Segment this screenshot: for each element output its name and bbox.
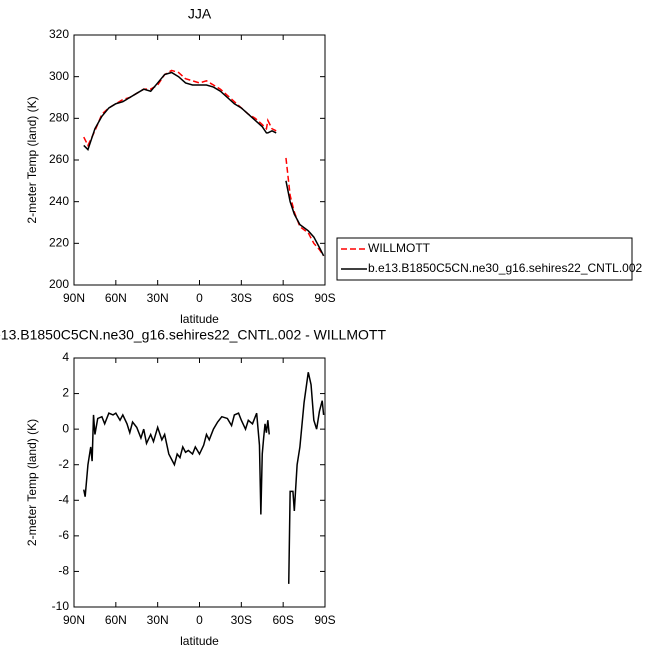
legend-label: b.e13.B1850C5CN.ne30_g16.sehires22_CNTL.… [368,261,643,275]
legend-box [336,237,633,281]
x-tick-label: 90N [63,613,85,627]
x-tick-label: 90S [314,613,335,627]
y-tick-label: 280 [49,111,69,125]
x-tick-label: 90S [314,291,335,305]
y-tick-label: -2 [58,457,69,471]
x-tick-label: 90N [63,291,85,305]
y-tick-label: 220 [49,236,69,250]
y-tick-label: -4 [58,492,69,506]
y-tick-label: 4 [62,350,69,364]
x-tick-label: 30N [147,613,169,627]
y-tick-label: -6 [58,528,69,542]
x-tick-label: 30S [231,291,252,305]
plot-frame [73,34,326,286]
x-axis-label: latitude [180,634,219,648]
legend-label: WILLMOTT [368,241,431,255]
y-axis-label: 2-meter Temp (land) (K) [25,96,39,223]
chart-title: JJA [188,6,212,22]
x-tick-label: 30S [231,613,252,627]
y-tick-label: 240 [49,194,69,208]
y-tick-label: 2 [62,386,69,400]
data-line [83,372,325,584]
x-tick-label: 60S [272,613,293,627]
x-tick-label: 60N [105,613,127,627]
data-line [83,69,325,257]
y-tick-label: -8 [58,564,69,578]
y-axis-label: 2-meter Temp (land) (K) [25,419,39,546]
data-line [83,71,325,257]
y-tick-label: 0 [62,421,69,435]
x-tick-label: 0 [196,613,203,627]
x-tick-label: 30N [147,291,169,305]
chart-title: e13.B1850C5CN.ne30_g16.sehires22_CNTL.00… [0,327,386,343]
y-tick-label: 260 [49,152,69,166]
x-tick-label: 60S [272,291,293,305]
y-tick-label: 320 [49,27,69,41]
y-tick-label: -10 [52,599,70,613]
x-axis-label: latitude [180,312,219,326]
x-tick-label: 60N [105,291,127,305]
y-tick-label: 300 [49,69,69,83]
x-tick-label: 0 [196,291,203,305]
plot-frame [73,357,326,608]
y-tick-label: 200 [49,277,69,291]
